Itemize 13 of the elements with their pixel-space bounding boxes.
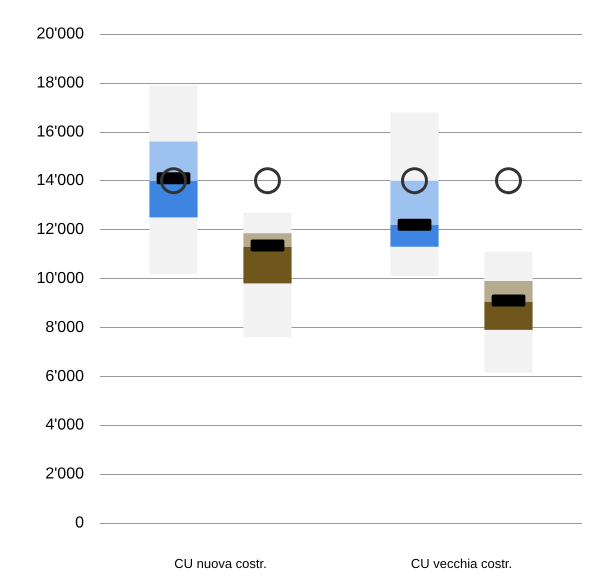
y-tick-label: 16'000 xyxy=(36,123,84,140)
y-tick-label: 14'000 xyxy=(36,172,84,190)
y-tick-label: 2'000 xyxy=(45,466,84,483)
x-tick-label: CU vecchia costr. xyxy=(410,556,512,571)
y-tick-label: 0 xyxy=(75,514,84,532)
y-tick-label: 10'000 xyxy=(36,270,84,287)
x-tick-label: CU nuova costr. xyxy=(174,556,267,571)
y-tick-label: 12'000 xyxy=(36,221,84,238)
y-tick-label: 8'000 xyxy=(45,318,84,336)
y-tick-label: 6'000 xyxy=(45,368,84,385)
y-tick-label: 20'000 xyxy=(36,26,84,42)
y-tick-label: 18'000 xyxy=(36,74,84,92)
y-tick-label: 4'000 xyxy=(45,416,84,434)
